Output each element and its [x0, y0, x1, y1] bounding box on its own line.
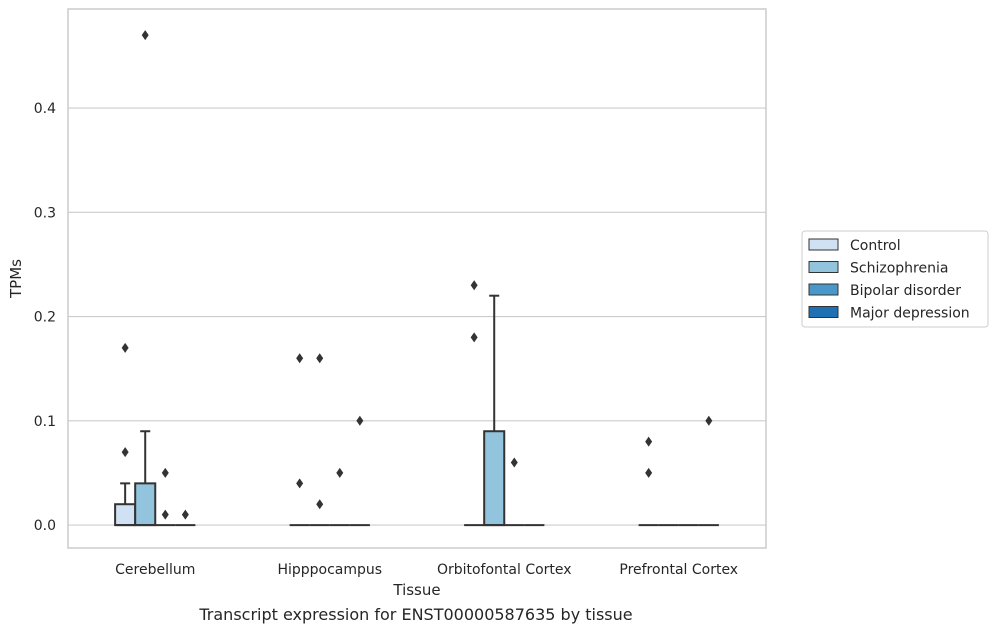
outlier-marker	[121, 447, 129, 458]
outlier-marker	[705, 415, 713, 426]
outlier-marker	[356, 415, 364, 426]
box-control	[289, 353, 310, 527]
y-tick-label: 0.3	[34, 205, 56, 221]
outlier-marker	[470, 332, 478, 343]
box-bipolar-disorder	[504, 457, 525, 527]
outlier-marker	[181, 509, 189, 520]
outlier-marker	[161, 509, 169, 520]
box-bipolar-disorder	[155, 467, 176, 527]
outlier-marker	[316, 499, 324, 510]
legend-swatch	[808, 283, 839, 296]
legend-label: Bipolar disorder	[850, 283, 961, 299]
legend-label: Control	[850, 238, 901, 254]
outlier-marker	[141, 30, 149, 41]
box-body	[134, 482, 157, 527]
box-bipolar-disorder	[329, 467, 350, 527]
grid-lines	[68, 107, 766, 526]
x-tick-label: Prefrontal Cortex	[619, 562, 738, 578]
box-major-depression	[349, 415, 370, 527]
y-tick-label: 0.0	[34, 518, 56, 534]
box-body	[114, 503, 137, 527]
legend-swatch	[808, 238, 839, 251]
figure-caption: Transcript expression for ENST0000058763…	[199, 605, 633, 624]
outlier-marker	[510, 457, 518, 468]
box-major-depression	[698, 415, 719, 527]
legend-swatch	[808, 306, 839, 318]
axes: 0.0 0.1 0.2 0.3 0.4 Cerebellum Hipppocampus Orb…	[7, 101, 738, 599]
y-tick-label: 0.4	[34, 101, 56, 117]
box-control	[114, 342, 137, 527]
box-body	[483, 430, 506, 527]
box-schizophrenia	[309, 353, 330, 527]
plot-marks	[114, 30, 719, 527]
x-tick-label: Hipppocampus	[277, 562, 382, 578]
outlier-marker	[296, 353, 304, 364]
legend-label: Major depression	[850, 306, 970, 322]
outlier-marker	[470, 280, 478, 291]
y-tick-label: 0.2	[34, 310, 56, 326]
y-axis-label: TPMs	[7, 259, 25, 299]
x-tick-label: Cerebellum	[115, 562, 195, 578]
outlier-marker	[161, 467, 169, 478]
outlier-marker	[336, 467, 344, 478]
legend[interactable]: Control Schizophrenia Bipolar disorder Majo…	[801, 230, 989, 328]
outlier-marker	[121, 342, 129, 353]
x-tick-label: Orbitofontal Cortex	[437, 562, 572, 578]
y-tick-label: 0.1	[34, 414, 56, 430]
box-schizophrenia	[134, 30, 157, 527]
box-control	[464, 280, 485, 527]
legend-swatch	[808, 261, 839, 273]
legend-frame	[801, 230, 989, 328]
x-axis-label: Tissue	[392, 581, 440, 599]
plot-frame	[67, 8, 767, 549]
box-schizophrenia	[483, 294, 506, 527]
outlier-marker	[296, 478, 304, 489]
outlier-marker	[645, 436, 653, 447]
outlier-marker	[645, 467, 653, 478]
legend-label: Schizophrenia	[850, 261, 948, 277]
box-major-depression	[175, 509, 196, 527]
box-control	[638, 436, 659, 527]
outlier-marker	[316, 353, 324, 364]
